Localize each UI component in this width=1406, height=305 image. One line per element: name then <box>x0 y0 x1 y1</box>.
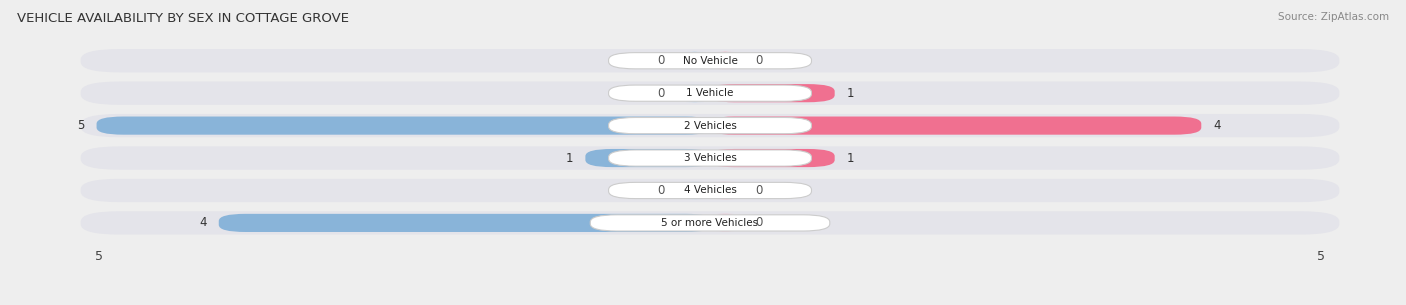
Text: 0: 0 <box>755 217 762 229</box>
Text: 0: 0 <box>658 87 665 100</box>
Text: 0: 0 <box>658 54 665 67</box>
Text: 4 Vehicles: 4 Vehicles <box>683 185 737 196</box>
FancyBboxPatch shape <box>609 182 811 199</box>
FancyBboxPatch shape <box>80 211 1340 235</box>
Text: 5 or more Vehicles: 5 or more Vehicles <box>661 218 759 228</box>
FancyBboxPatch shape <box>609 150 811 166</box>
FancyBboxPatch shape <box>707 117 1201 135</box>
Text: 1 Vehicle: 1 Vehicle <box>686 88 734 98</box>
FancyBboxPatch shape <box>678 181 713 199</box>
FancyBboxPatch shape <box>678 52 713 70</box>
Legend: Male, Female: Male, Female <box>641 300 779 305</box>
Text: 1: 1 <box>846 152 855 164</box>
FancyBboxPatch shape <box>219 214 713 232</box>
Text: 1: 1 <box>846 87 855 100</box>
FancyBboxPatch shape <box>707 181 742 199</box>
Text: 0: 0 <box>755 54 762 67</box>
FancyBboxPatch shape <box>678 84 713 102</box>
Text: No Vehicle: No Vehicle <box>682 56 738 66</box>
Text: 2 Vehicles: 2 Vehicles <box>683 120 737 131</box>
Text: VEHICLE AVAILABILITY BY SEX IN COTTAGE GROVE: VEHICLE AVAILABILITY BY SEX IN COTTAGE G… <box>17 12 349 25</box>
FancyBboxPatch shape <box>80 49 1340 72</box>
FancyBboxPatch shape <box>609 117 811 134</box>
Text: 4: 4 <box>200 217 207 229</box>
Text: 4: 4 <box>1213 119 1220 132</box>
FancyBboxPatch shape <box>609 85 811 101</box>
FancyBboxPatch shape <box>80 114 1340 137</box>
FancyBboxPatch shape <box>707 214 742 232</box>
FancyBboxPatch shape <box>80 146 1340 170</box>
Text: 1: 1 <box>565 152 574 164</box>
Text: Source: ZipAtlas.com: Source: ZipAtlas.com <box>1278 12 1389 22</box>
FancyBboxPatch shape <box>707 84 835 102</box>
Text: 5: 5 <box>77 119 84 132</box>
FancyBboxPatch shape <box>80 179 1340 202</box>
FancyBboxPatch shape <box>707 52 742 70</box>
FancyBboxPatch shape <box>591 215 830 231</box>
FancyBboxPatch shape <box>609 53 811 69</box>
Text: 0: 0 <box>658 184 665 197</box>
FancyBboxPatch shape <box>97 117 713 135</box>
Text: 3 Vehicles: 3 Vehicles <box>683 153 737 163</box>
Text: 0: 0 <box>755 184 762 197</box>
FancyBboxPatch shape <box>585 149 713 167</box>
FancyBboxPatch shape <box>80 81 1340 105</box>
FancyBboxPatch shape <box>707 149 835 167</box>
